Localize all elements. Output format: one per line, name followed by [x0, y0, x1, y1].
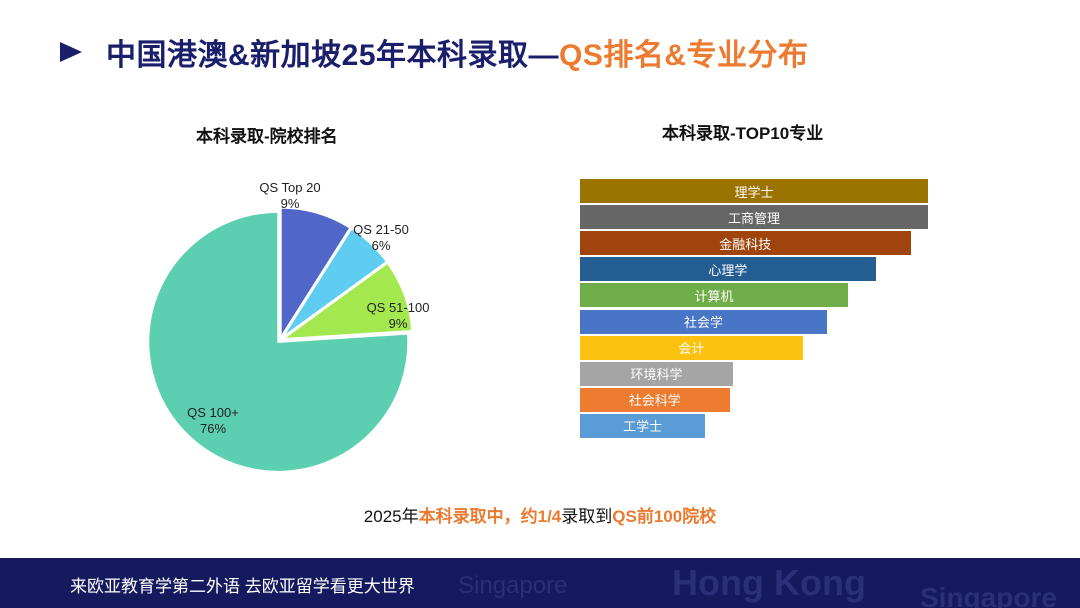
summary-accent-2: QS前100院校 [612, 507, 717, 526]
summary-text: 2025年本科录取中，约1/4录取到QS前100院校 [0, 502, 1080, 527]
bar: 计算机 [580, 283, 848, 308]
footer-watermark-3: Singapore [920, 582, 1057, 608]
title-main: 中国港澳&新加坡25年本科录取— [106, 39, 560, 72]
pie-slice [147, 210, 410, 473]
bar: 会计 [580, 335, 803, 360]
footer-slogan: 来欧亚教育学第二外语 去欧亚留学看更大世界 [70, 577, 415, 596]
summary-middle: 录取到 [561, 507, 613, 526]
pie-chart-title: 本科录取-院校排名 [196, 127, 338, 146]
title-text: 中国港澳&新加坡25年本科录取—QS排名&专业分布 [106, 30, 809, 74]
pie-slice-value: 6% [372, 238, 391, 253]
pie-slice-value: 76% [200, 421, 226, 436]
pie-slice-value: 9% [281, 196, 300, 211]
title-accent: QS排名&专业分布 [559, 39, 809, 72]
bar: 金融科技 [580, 231, 911, 256]
bar: 工学士 [580, 413, 706, 438]
footer: Singapore Hong Kong Singapore 来欧亚教育学第二外语… [0, 558, 1080, 608]
pie-slice [279, 206, 352, 342]
pie-slice-value: 9% [389, 316, 408, 331]
triangle-right-icon [60, 42, 82, 62]
footer-watermark-1: Singapore [458, 572, 568, 599]
bar-chart-title: 本科录取-TOP10专业 [662, 124, 824, 143]
pie-slice-label: QS 100+ [187, 405, 239, 420]
pie-slice-label: QS Top 20 [259, 180, 320, 195]
bar: 环境科学 [580, 361, 734, 386]
pie-slice [278, 261, 414, 341]
summary-accent-1: 本科录取中，约1/4 [418, 507, 562, 526]
bar: 理学士 [580, 179, 928, 203]
pie-slice [280, 227, 389, 339]
bar: 心理学 [580, 257, 876, 282]
bar: 社会学 [580, 309, 828, 334]
bar: 工商管理 [580, 205, 928, 230]
footer-watermark-2: Hong Kong [672, 562, 866, 603]
page-title: 中国港澳&新加坡25年本科录取—QS排名&专业分布 [60, 30, 809, 74]
pie-slice-label: QS 21-50 [353, 222, 409, 237]
summary-prefix: 2025年 [363, 507, 419, 526]
pie-slice-label: QS 51-100 [367, 300, 430, 315]
bar: 社会科学 [580, 387, 730, 412]
